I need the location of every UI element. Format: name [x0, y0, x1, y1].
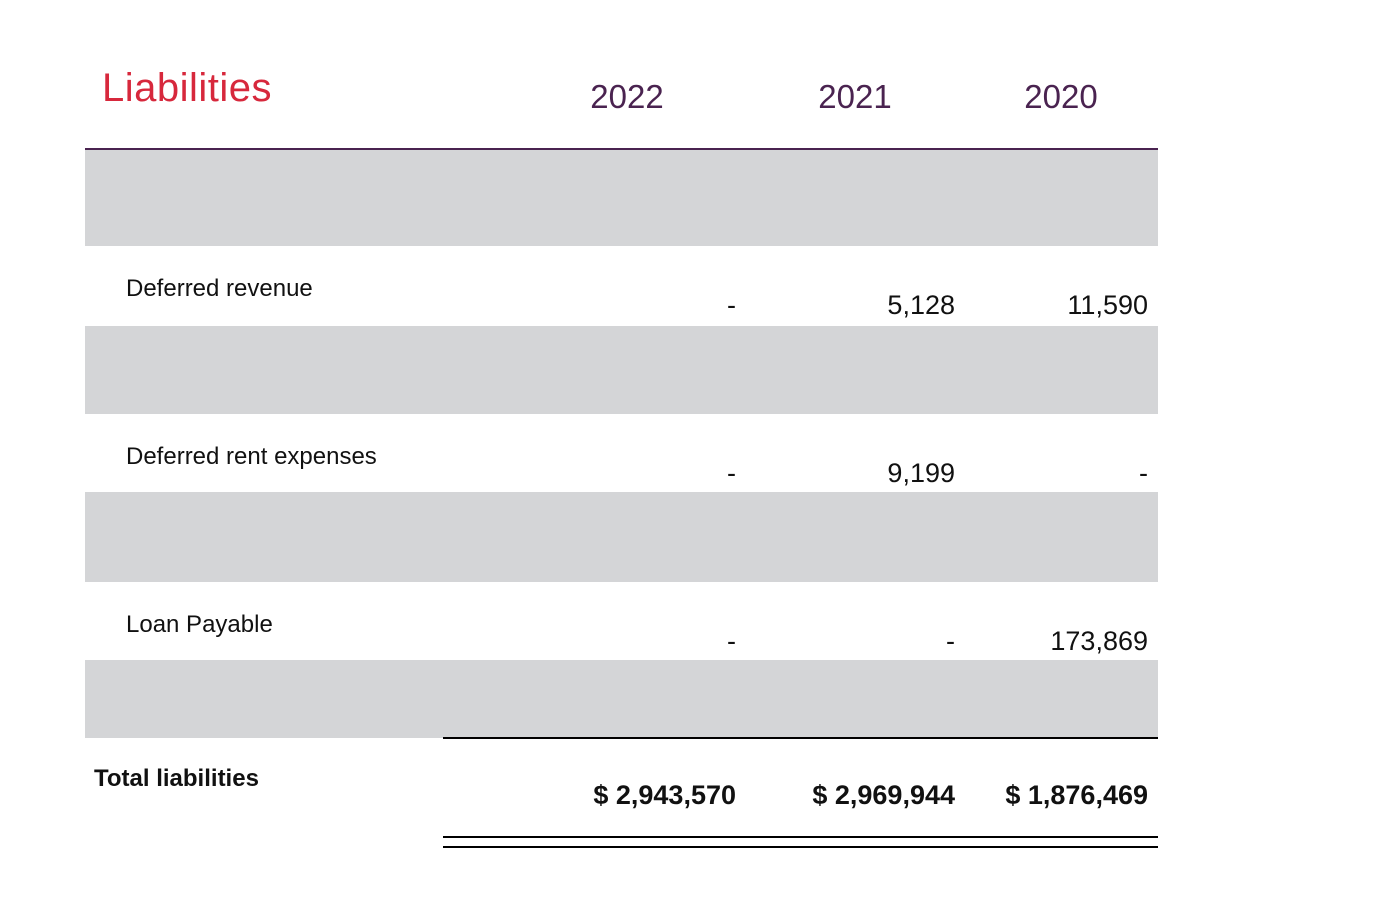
row-band — [85, 150, 1158, 246]
row-value: - — [727, 458, 736, 488]
row-value: 173,869 — [1050, 626, 1148, 656]
total-value: $ 1,876,469 — [1005, 780, 1148, 810]
row-label: Loan Payable — [126, 611, 273, 638]
header-rule — [85, 148, 1158, 150]
row-value: 5,128 — [887, 290, 955, 320]
row-value: 11,590 — [1067, 290, 1148, 320]
row-value: - — [946, 626, 955, 656]
section-title: Liabilities — [102, 66, 273, 110]
row-value: - — [727, 626, 736, 656]
row-band — [85, 660, 1158, 738]
total-value: $ 2,943,570 — [593, 780, 736, 810]
double-rule — [443, 836, 1158, 838]
row-band — [85, 326, 1158, 414]
row-label: Deferred rent expenses — [126, 443, 377, 470]
total-label: Total liabilities — [94, 765, 259, 792]
row-value: - — [727, 290, 736, 320]
row-label: Deferred revenue — [126, 275, 313, 302]
row-value: 9,199 — [887, 458, 955, 488]
subtotal-rule — [443, 737, 1158, 739]
row-value: - — [1139, 458, 1148, 488]
row-band — [85, 492, 1158, 582]
year-header: 2020 — [1024, 78, 1098, 115]
double-rule — [443, 846, 1158, 848]
year-header: 2022 — [590, 78, 664, 115]
total-value: $ 2,969,944 — [812, 780, 955, 810]
year-header: 2021 — [818, 78, 892, 115]
